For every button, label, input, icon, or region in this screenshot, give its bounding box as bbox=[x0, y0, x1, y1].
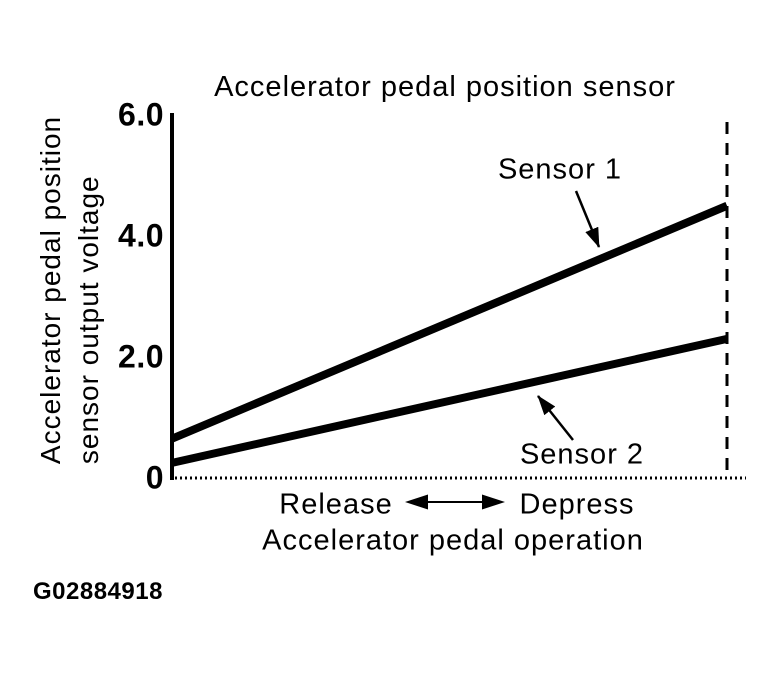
sensor2-pointer-arrow bbox=[537, 395, 574, 441]
sensor1-pointer-arrow bbox=[574, 190, 601, 248]
sensor2-line bbox=[171, 334, 728, 467]
arrowhead-right-icon bbox=[482, 494, 505, 510]
y-axis-label-line1: Accelerator pedal position bbox=[35, 115, 66, 465]
y-tick-label: 0 bbox=[145, 459, 164, 496]
sensor2-label: Sensor 2 bbox=[519, 438, 645, 471]
x-axis-label: Accelerator pedal operation bbox=[262, 524, 644, 557]
x-max-label: Depress bbox=[519, 488, 635, 521]
sensor1-label: Sensor 1 bbox=[497, 153, 623, 186]
arrowhead-left-icon bbox=[405, 494, 428, 510]
y-axis-label: Accelerator pedal position sensor output… bbox=[32, 116, 108, 464]
y-tick-label: 2.0 bbox=[118, 338, 164, 375]
release-depress-arrow bbox=[405, 494, 505, 510]
chart-title: Accelerator pedal position sensor bbox=[214, 71, 676, 103]
y-tick-label: 4.0 bbox=[118, 217, 164, 254]
x-min-label: Release bbox=[279, 488, 393, 521]
sensor1-line bbox=[170, 202, 729, 443]
y-axis-label-line2: sensor output voltage bbox=[73, 175, 104, 465]
y-tick-label: 6.0 bbox=[118, 96, 164, 133]
figure-id: G02884918 bbox=[33, 578, 163, 605]
